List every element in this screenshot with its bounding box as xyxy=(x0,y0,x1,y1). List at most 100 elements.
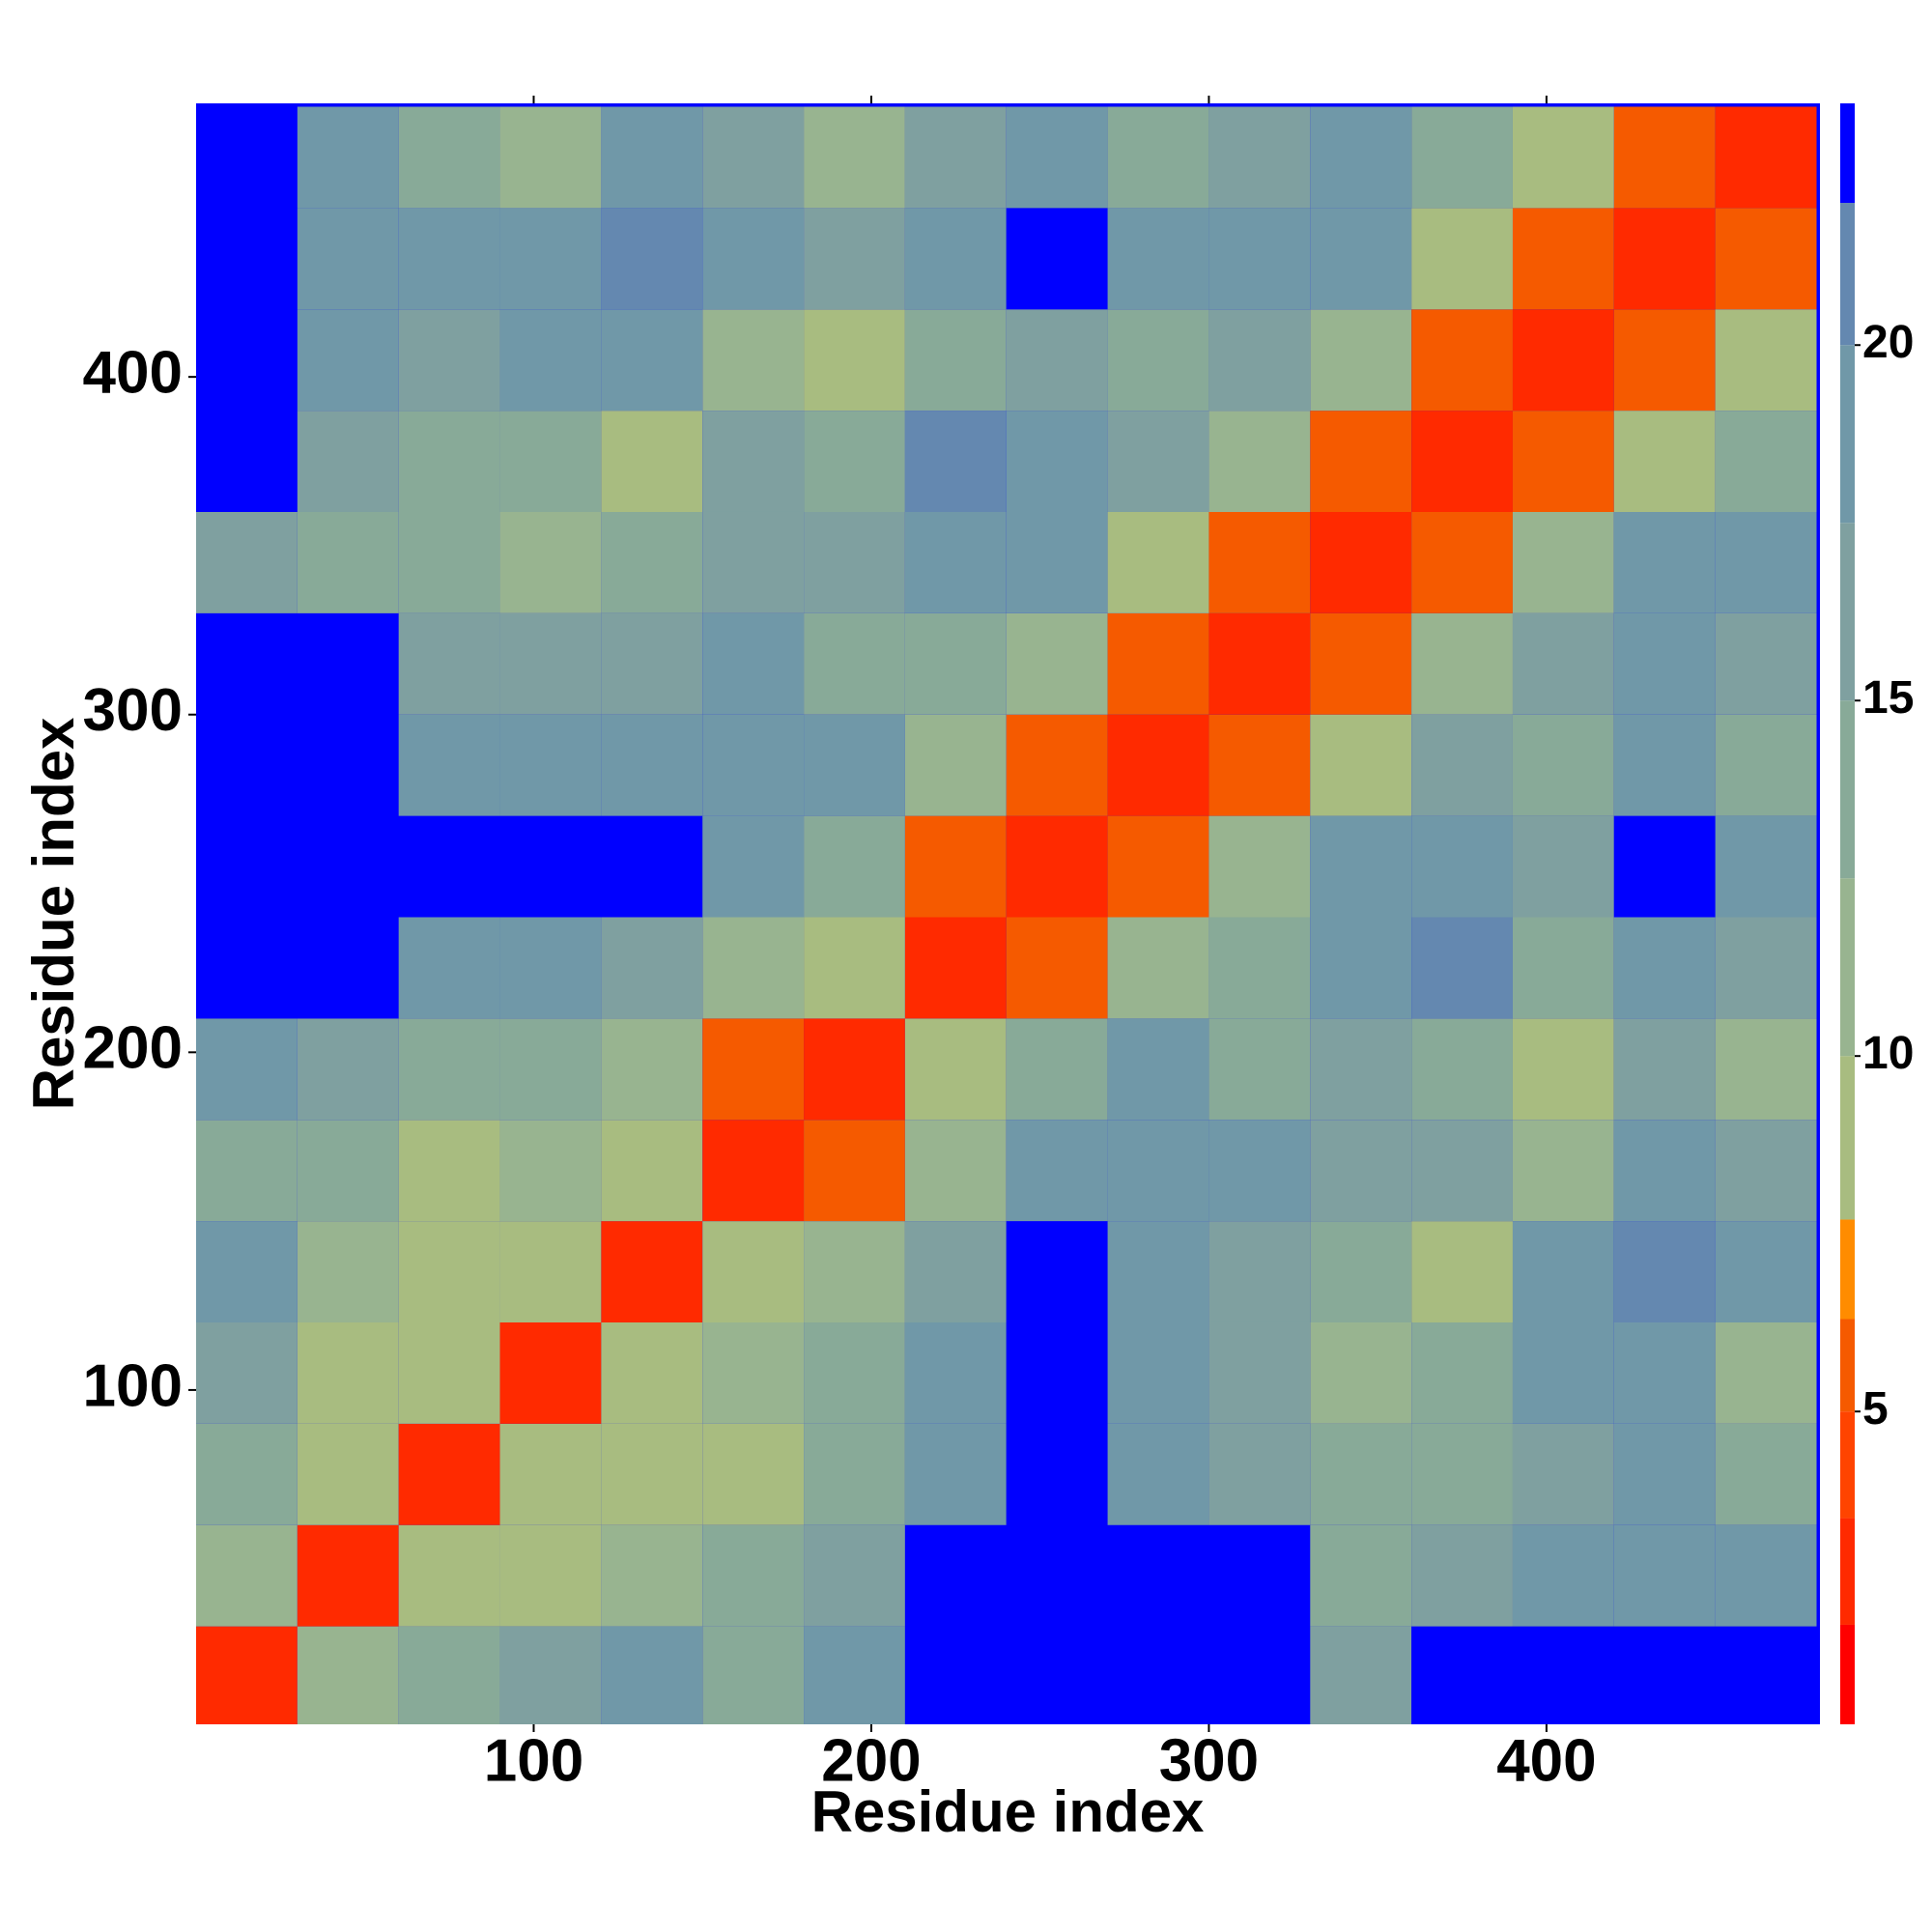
heatmap-cell xyxy=(702,411,805,512)
heatmap-cell xyxy=(1613,1321,1716,1424)
y-tick-label: 100 xyxy=(83,1352,183,1419)
heatmap-cell xyxy=(1715,106,1817,209)
heatmap-cell xyxy=(1006,815,1108,918)
heatmap-cell xyxy=(804,1221,905,1322)
colorbar-segment xyxy=(1840,1518,1855,1625)
heatmap-cell xyxy=(1411,208,1513,310)
heatmap-cell xyxy=(1208,309,1311,412)
x-tick-label: 300 xyxy=(1159,1727,1259,1794)
colorbar-tick-label: 20 xyxy=(1862,317,1914,368)
heatmap-cell xyxy=(196,411,298,512)
heatmap-cell xyxy=(702,1120,805,1222)
heatmap-cell xyxy=(297,411,399,512)
heatmap-cell xyxy=(1613,1120,1716,1222)
heatmap-cell xyxy=(1006,106,1108,209)
heatmap-cell xyxy=(1107,106,1209,209)
heatmap-cell xyxy=(499,1120,602,1222)
heatmap-cell xyxy=(499,411,602,512)
heatmap-cell xyxy=(904,815,1007,918)
heatmap-cell xyxy=(1310,815,1412,918)
heatmap-cell xyxy=(1512,1221,1614,1322)
heatmap-cell xyxy=(196,1524,298,1627)
heatmap-cell xyxy=(398,917,500,1019)
heatmap-cell xyxy=(601,208,703,310)
heatmap-cell xyxy=(904,1018,1007,1121)
heatmap-cell xyxy=(1107,309,1209,412)
heatmap-cell xyxy=(601,511,703,613)
heatmap-cell xyxy=(904,309,1007,412)
heatmap-cell xyxy=(804,612,905,715)
heatmap-cell xyxy=(1310,1321,1412,1424)
heatmap-cell xyxy=(601,1321,703,1424)
heatmap-cell xyxy=(702,714,805,816)
heatmap-cell xyxy=(1208,1120,1311,1222)
heatmap-cell xyxy=(1411,1018,1513,1121)
heatmap-cell xyxy=(1107,815,1209,918)
heatmap-cell xyxy=(1715,511,1817,613)
heatmap-cell xyxy=(1613,714,1716,816)
heatmap-cell xyxy=(804,1321,905,1424)
heatmap-cell xyxy=(601,714,703,816)
heatmap-cell xyxy=(702,309,805,412)
heatmap-cell xyxy=(804,917,905,1019)
heatmap-cell xyxy=(1208,1423,1311,1525)
colorbar-tick-label: 5 xyxy=(1862,1383,1889,1435)
heatmap-cell xyxy=(398,1524,500,1627)
heatmap-cell xyxy=(499,1626,602,1724)
heatmap-cell xyxy=(196,1221,298,1322)
heatmap-cell xyxy=(1512,411,1614,512)
heatmap-cell xyxy=(1107,714,1209,816)
heatmap-cell xyxy=(601,1423,703,1525)
heatmap-cell xyxy=(196,612,298,715)
heatmap-cell xyxy=(499,1423,602,1525)
heatmap-cell xyxy=(1208,612,1311,715)
heatmap-cell xyxy=(1208,208,1311,310)
heatmap-cell xyxy=(904,1423,1007,1525)
colorbar-segment xyxy=(1840,700,1855,879)
heatmap-cell xyxy=(1715,1524,1817,1627)
heatmap-cell xyxy=(702,1423,805,1525)
heatmap-cell xyxy=(1006,714,1108,816)
heatmap-cell xyxy=(904,208,1007,310)
heatmap-cell xyxy=(702,208,805,310)
heatmap-cell xyxy=(1310,1221,1412,1322)
heatmap-cell xyxy=(499,917,602,1019)
heatmap-cell xyxy=(601,612,703,715)
heatmap-cell xyxy=(1208,815,1311,918)
heatmap-cell xyxy=(904,917,1007,1019)
heatmap-cell xyxy=(297,106,399,209)
heatmap-cell xyxy=(1512,1321,1614,1424)
heatmap-cell xyxy=(804,1626,905,1724)
heatmap-cell xyxy=(601,815,703,918)
heatmap-cell xyxy=(1613,815,1716,918)
heatmap-cell xyxy=(297,208,399,310)
heatmap-cell xyxy=(1310,1626,1412,1724)
heatmap-cell xyxy=(1310,1018,1412,1121)
heatmap-cell xyxy=(1006,1423,1108,1525)
heatmap-cell xyxy=(1512,714,1614,816)
heatmap-cell xyxy=(196,1626,298,1724)
colorbar-tick-label: 15 xyxy=(1862,672,1914,724)
heatmap-cell xyxy=(1006,208,1108,310)
heatmap-cell xyxy=(702,917,805,1019)
heatmap-cell xyxy=(196,815,298,918)
heatmap-cell xyxy=(1107,511,1209,613)
heatmap-cell xyxy=(398,1018,500,1121)
heatmap-cell xyxy=(499,208,602,310)
y-tick-label: 400 xyxy=(83,340,183,407)
heatmap-cell xyxy=(297,511,399,613)
heatmap-cell xyxy=(398,1120,500,1222)
colorbar-segment xyxy=(1840,1056,1855,1220)
heatmap-cell xyxy=(1006,511,1108,613)
heatmap-cell xyxy=(1411,1524,1513,1627)
heatmap-cell xyxy=(1512,1626,1614,1724)
heatmap-cell xyxy=(1310,208,1412,310)
heatmap-cell xyxy=(499,511,602,613)
heatmap-cell xyxy=(1512,1524,1614,1627)
heatmap-cell xyxy=(398,714,500,816)
heatmap-cell xyxy=(1006,1120,1108,1222)
heatmap-cell xyxy=(499,106,602,209)
heatmap-cell xyxy=(904,411,1007,512)
heatmap-cell xyxy=(1512,106,1614,209)
